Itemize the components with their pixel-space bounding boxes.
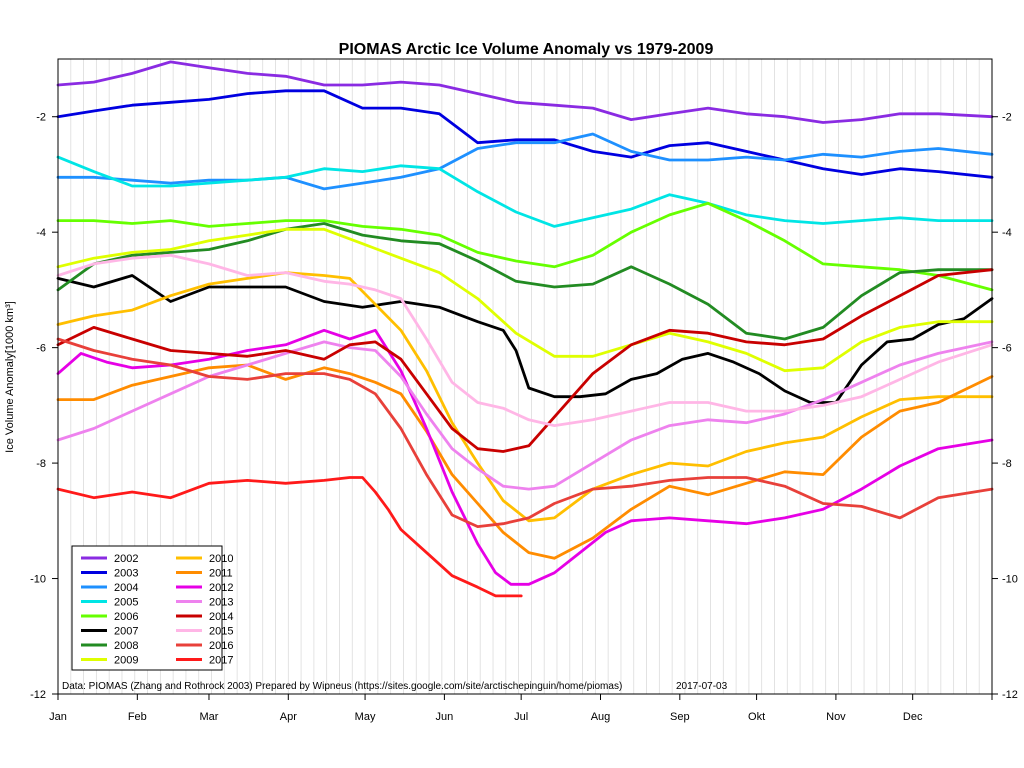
legend-label: 2017 bbox=[209, 655, 233, 667]
series-layer bbox=[56, 60, 994, 598]
x-tick-label: Jul bbox=[514, 711, 528, 723]
y-tick-label: -2 bbox=[1002, 112, 1012, 124]
y-axis-right: -12 -10 -8 -6 -4 -2 bbox=[992, 112, 1018, 701]
y-axis-left: -12 -10 -8 -6 -4 -2 bbox=[30, 112, 58, 701]
legend-box bbox=[71, 545, 223, 671]
y-tick-label: -10 bbox=[1002, 574, 1018, 586]
legend-label: 2010 bbox=[209, 553, 233, 565]
legend-label: 2014 bbox=[209, 611, 233, 623]
y-tick-label: -4 bbox=[36, 227, 46, 239]
legend-label: 2013 bbox=[209, 597, 233, 609]
y-tick-label: -12 bbox=[1002, 689, 1018, 701]
series-line-2017 bbox=[56, 476, 523, 598]
series-line-2010 bbox=[56, 271, 994, 523]
x-tick-label: Sep bbox=[670, 711, 690, 723]
series-line-2005 bbox=[56, 155, 994, 228]
series-line-2011 bbox=[56, 363, 994, 560]
x-tick-label: Aug bbox=[591, 711, 611, 723]
legend-label: 2005 bbox=[114, 597, 138, 609]
legend-label: 2015 bbox=[209, 626, 233, 638]
x-tick-label: Okt bbox=[748, 711, 765, 723]
series-line-2008 bbox=[56, 222, 994, 341]
y-tick-label: -8 bbox=[1002, 458, 1012, 470]
x-tick-label: Mar bbox=[199, 711, 218, 723]
legend-label: 2006 bbox=[114, 611, 138, 623]
series-line-2016 bbox=[56, 337, 994, 528]
x-tick-label: May bbox=[355, 711, 376, 723]
legend-label: 2003 bbox=[114, 568, 138, 580]
x-tick-label: Nov bbox=[826, 711, 846, 723]
legend-label: 2008 bbox=[114, 640, 138, 652]
series-line-2015 bbox=[56, 253, 994, 428]
series-line-2013 bbox=[56, 340, 994, 491]
legend: 2002 2003 2004 2005 2006 2007 2008 2009 2010 2011… bbox=[71, 545, 233, 671]
y-tick-label: -6 bbox=[36, 343, 46, 355]
series-line-2012 bbox=[56, 328, 994, 586]
legend-label: 2004 bbox=[114, 582, 138, 594]
series-line-2014 bbox=[56, 268, 994, 453]
series-line-2004 bbox=[56, 132, 994, 191]
legend-label: 2016 bbox=[209, 640, 233, 652]
y-tick-label: -6 bbox=[1002, 343, 1012, 355]
legend-label: 2007 bbox=[114, 626, 138, 638]
series-line-2002 bbox=[56, 60, 994, 124]
y-tick-label: -8 bbox=[36, 458, 46, 470]
x-tick-label: Feb bbox=[128, 711, 147, 723]
source-note: Data: PIOMAS (Zhang and Rothrock 2003) P… bbox=[62, 681, 622, 692]
series-line-2006 bbox=[56, 201, 994, 292]
legend-label: 2002 bbox=[114, 553, 138, 565]
x-tick-label: Jun bbox=[436, 711, 454, 723]
legend-label: 2012 bbox=[209, 582, 233, 594]
y-tick-label: -2 bbox=[36, 112, 46, 124]
x-tick-label: Jan bbox=[49, 711, 67, 723]
series-line-2009 bbox=[56, 227, 994, 373]
series-line-2003 bbox=[56, 89, 994, 179]
y-tick-label: -4 bbox=[1002, 227, 1012, 239]
series-line-2007 bbox=[56, 274, 994, 404]
plot-frame bbox=[57, 58, 993, 695]
legend-label: 2011 bbox=[209, 568, 233, 580]
y-tick-label: -12 bbox=[30, 689, 46, 701]
chart-title: PIOMAS Arctic Ice Volume Anomaly vs 1979… bbox=[339, 41, 714, 58]
y-tick-label: -10 bbox=[30, 574, 46, 586]
x-tick-label: Dec bbox=[903, 711, 923, 723]
legend-label: 2009 bbox=[114, 655, 138, 667]
x-tick-label: Apr bbox=[280, 711, 297, 723]
date-note: 2017-07-03 bbox=[676, 681, 728, 692]
x-axis: Jan Feb Mar Apr May Jun Jul Aug Sep Okt Nov Dec bbox=[49, 694, 993, 723]
y-axis-label: Ice Volume Anomaly[1000 km³] bbox=[4, 301, 16, 453]
